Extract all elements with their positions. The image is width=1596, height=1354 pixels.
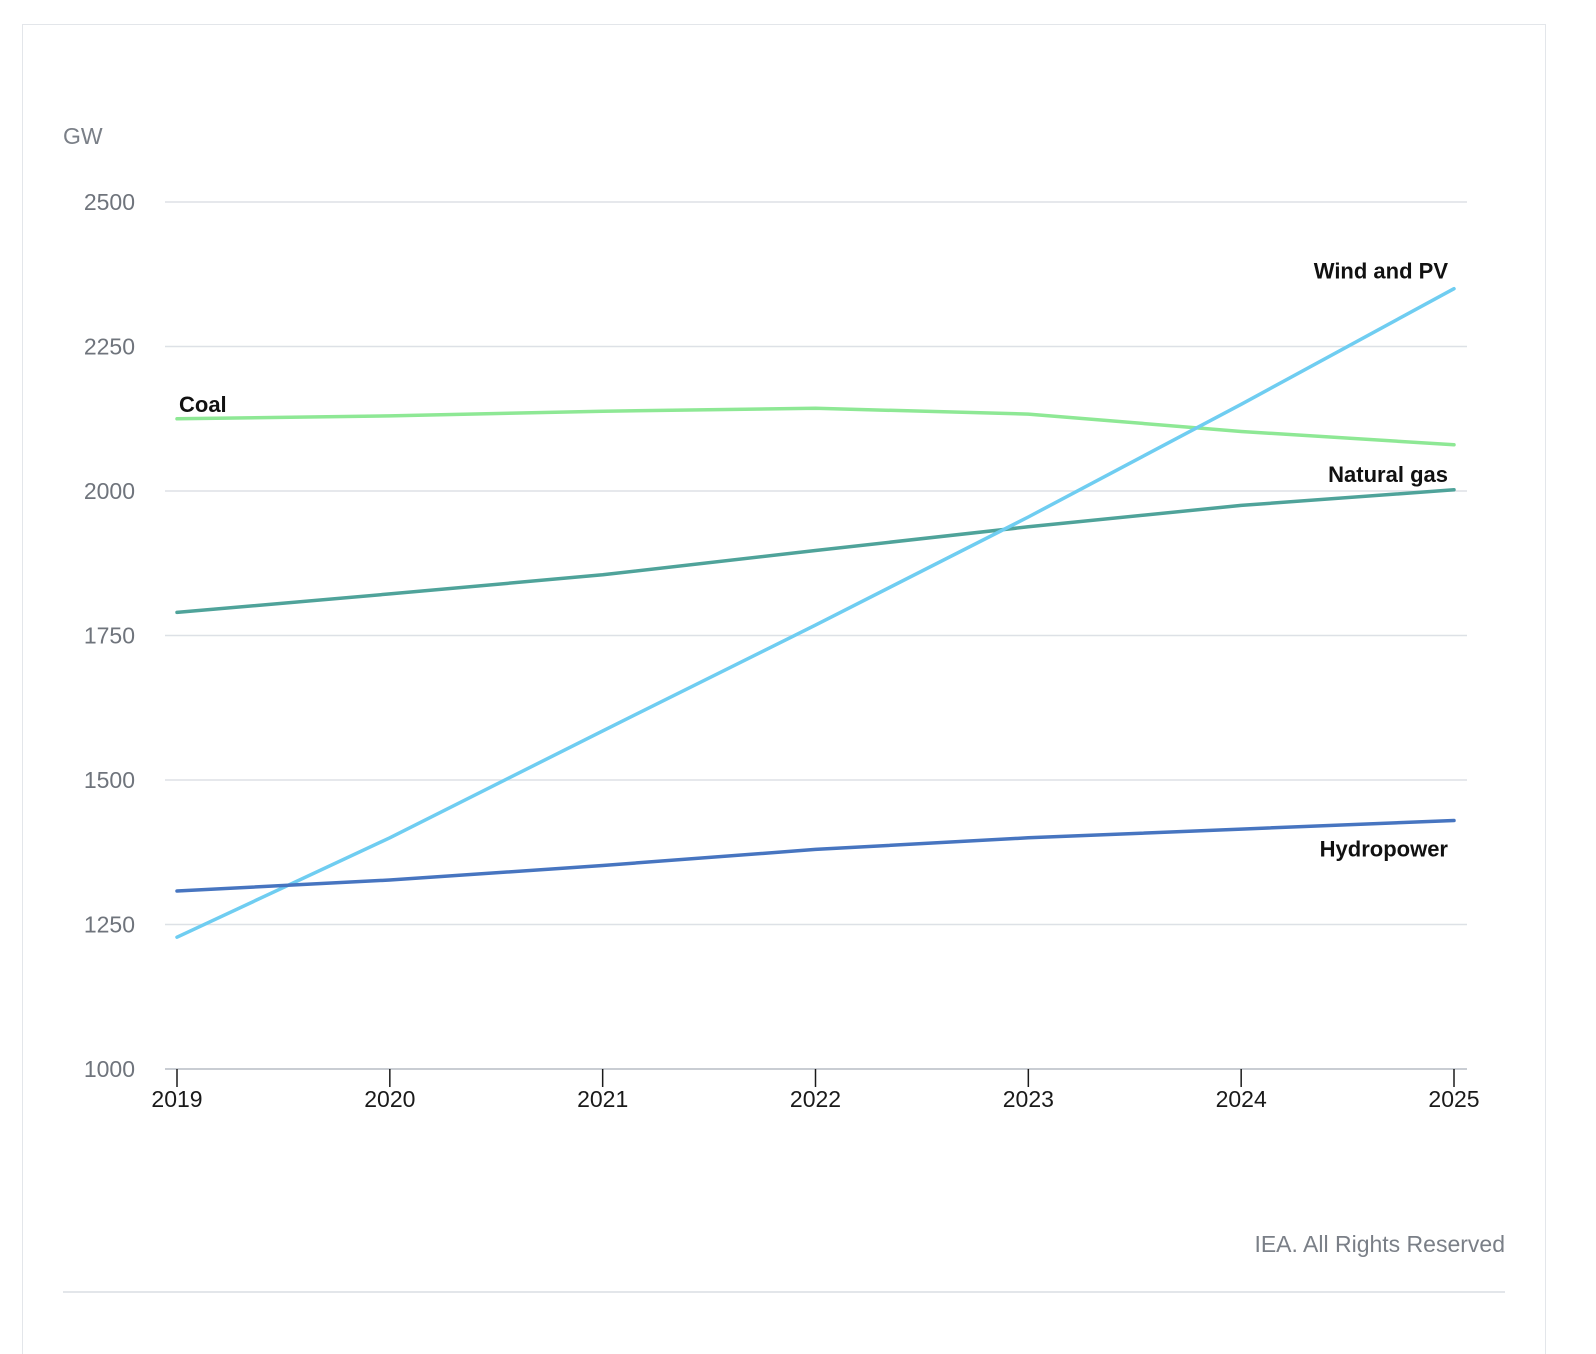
series-line-coal [175,406,1456,447]
y-tick-label-1500: 1500 [84,767,135,793]
x-tick-label-2022: 2022 [790,1086,841,1112]
y-axis-unit-label: GW [63,123,103,149]
y-tick-label-1750: 1750 [84,623,135,649]
series-line-hydropower [175,818,1456,893]
y-axis-tick-labels: 1000 1250 1500 1750 2000 2250 2500 [84,189,135,1082]
x-tick-label-2020: 2020 [364,1086,415,1112]
y-tick-label-2000: 2000 [84,478,135,504]
copyright-credit: IEA. All Rights Reserved [1254,1231,1505,1257]
series-lines [175,286,1456,939]
series-label-wind-and-pv: Wind and PV [1314,259,1449,284]
series-label-hydropower: Hydropower [1320,836,1449,861]
series-line-wind-and-pv [175,286,1456,939]
x-tick-label-2021: 2021 [577,1086,628,1112]
line-chart: 1000 1250 1500 1750 2000 2250 2500 2019 2020 202… [84,189,1480,1112]
gridlines [165,201,1467,926]
series-line-natural-gas [175,488,1456,615]
x-tick-label-2025: 2025 [1428,1086,1479,1112]
series-label-natural-gas: Natural gas [1328,462,1448,487]
y-tick-label-1250: 1250 [84,912,135,938]
x-tick-label-2024: 2024 [1216,1086,1267,1112]
x-axis [165,1068,1467,1087]
x-axis-tick-labels: 2019 2020 2021 2022 2023 2024 2025 [151,1086,1479,1112]
x-tick-label-2023: 2023 [1003,1086,1054,1112]
series-labels: Coal Natural gas Wind and PV Hydropower [179,259,1448,862]
series-label-coal: Coal [179,392,227,417]
x-tick-label-2019: 2019 [151,1086,202,1112]
y-tick-label-2250: 2250 [84,334,135,360]
chart-card: GW 1000 1250 1500 1750 2000 2250 2500 2019 2020… [22,24,1546,1354]
y-tick-label-2500: 2500 [84,189,135,215]
y-tick-label-1000: 1000 [84,1056,135,1082]
bottom-divider [63,1291,1505,1293]
